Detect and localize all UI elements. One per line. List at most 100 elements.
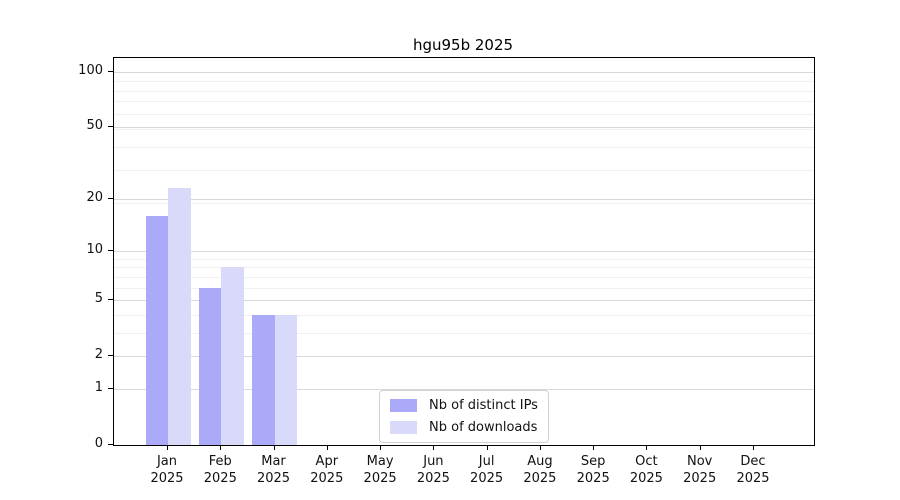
bar-nb-of-distinct-ips-jan	[145, 215, 168, 445]
x-tick-month: Nov	[687, 454, 713, 469]
legend: Nb of distinct IPs Nb of downloads	[379, 390, 549, 443]
gridline-minor	[114, 276, 814, 278]
gridline-minor	[114, 202, 814, 204]
x-tick-year: 2025	[150, 471, 184, 486]
gridline-major	[114, 126, 814, 128]
y-tick-label: 20	[86, 189, 103, 205]
x-tick-year: 2025	[470, 471, 504, 486]
x-tick-mark	[167, 445, 168, 450]
x-tick-month: Sep	[580, 454, 606, 469]
x-tick-year: 2025	[203, 471, 237, 486]
x-tick-month: Aug	[527, 454, 553, 469]
y-tick-mark	[108, 250, 113, 251]
legend-item-downloads: Nb of downloads	[390, 420, 538, 435]
y-tick-label: 50	[86, 117, 103, 133]
y-tick-mark	[108, 197, 113, 199]
x-tick-year: 2025	[629, 471, 663, 486]
gridline-minor	[114, 169, 814, 171]
gridline-major	[114, 300, 814, 301]
x-tick-label-jun: Jun 2025	[401, 453, 465, 487]
gridline-minor	[114, 146, 814, 148]
x-tick-month: May	[366, 454, 394, 469]
x-tick-mark	[753, 445, 754, 450]
x-tick-month: Mar	[261, 454, 286, 469]
legend-item-distinct-ips: Nb of distinct IPs	[390, 398, 538, 413]
y-tick-label: 0	[94, 436, 103, 451]
legend-swatch-downloads	[390, 421, 417, 434]
x-tick-year: 2025	[683, 471, 717, 486]
bar-nb-of-downloads-mar	[274, 314, 297, 445]
bar-nb-of-distinct-ips-feb	[198, 287, 222, 445]
gridline-major	[114, 388, 814, 390]
x-tick-month: Oct	[635, 454, 658, 469]
x-tick-year: 2025	[736, 471, 770, 486]
x-tick-mark	[486, 445, 488, 450]
x-tick-month: Jul	[478, 454, 495, 469]
x-tick-year: 2025	[416, 471, 450, 486]
gridline-minor	[114, 314, 814, 316]
x-tick-mark	[380, 445, 382, 450]
y-tick-mark	[108, 125, 113, 127]
gridline-major	[114, 71, 814, 73]
x-tick-label-may: May 2025	[348, 453, 412, 487]
x-tick-mark	[433, 445, 435, 450]
y-tick-mark	[108, 387, 113, 389]
gridline-minor	[114, 72, 814, 74]
x-tick-month: Dec	[740, 454, 766, 469]
x-tick-label-aug: Aug 2025	[508, 453, 572, 487]
x-tick-month: Feb	[208, 454, 232, 469]
x-tick-year: 2025	[310, 471, 344, 486]
bar-nb-of-distinct-ips-mar	[252, 314, 275, 445]
y-tick-label: 2	[94, 347, 103, 363]
x-tick-month: Jun	[423, 454, 444, 469]
gridline-major	[114, 251, 814, 252]
y-tick-label: 1	[94, 379, 103, 395]
x-tick-mark	[646, 445, 648, 450]
gridline-minor	[114, 267, 814, 269]
x-tick-month: Apr	[315, 454, 339, 469]
legend-label-downloads: Nb of downloads	[429, 420, 538, 435]
gridline-minor	[114, 258, 814, 260]
chart-title: hgu95b 2025	[412, 36, 514, 54]
x-tick-label-apr: Apr 2025	[295, 453, 359, 487]
x-tick-mark	[539, 445, 541, 450]
y-tick-label: 100	[78, 62, 103, 78]
y-tick-label: 10	[86, 242, 103, 257]
x-tick-month: Jan	[156, 454, 178, 469]
x-tick-mark	[220, 445, 222, 450]
bar-nb-of-downloads-feb	[221, 267, 244, 445]
gridline-minor	[114, 80, 814, 82]
y-tick-mark	[108, 299, 113, 300]
x-tick-label-sep: Sep 2025	[561, 453, 625, 487]
plot-area: Nb of distinct IPs Nb of downloads	[113, 57, 815, 446]
x-tick-label-nov: Nov 2025	[668, 453, 732, 487]
y-tick-mark	[108, 70, 113, 72]
gridline-minor	[114, 287, 814, 289]
gridline-minor	[114, 332, 814, 334]
x-tick-mark	[273, 445, 275, 450]
x-tick-year: 2025	[256, 471, 291, 486]
y-tick-mark	[108, 355, 113, 357]
x-tick-year: 2025	[576, 471, 610, 486]
bar-nb-of-downloads-jan	[168, 187, 191, 445]
x-tick-mark	[326, 445, 328, 450]
x-tick-label-jan: Jan 2025	[135, 453, 199, 487]
x-tick-label-feb: Feb 2025	[188, 453, 252, 487]
gridline-major	[114, 356, 814, 358]
x-tick-label-oct: Oct 2025	[614, 453, 678, 487]
x-tick-mark	[699, 445, 701, 450]
gridline-minor	[114, 101, 814, 103]
legend-label-distinct-ips: Nb of distinct IPs	[429, 398, 538, 413]
x-tick-year: 2025	[523, 471, 557, 486]
gridline-minor	[114, 113, 814, 115]
x-tick-mark	[593, 445, 595, 450]
x-tick-label-mar: Mar 2025	[242, 453, 306, 487]
y-tick-label: 5	[94, 291, 103, 306]
legend-swatch-distinct-ips	[390, 399, 417, 412]
gridline-minor	[114, 128, 814, 130]
gridline-minor	[114, 90, 814, 92]
x-tick-label-dec: Dec 2025	[721, 453, 785, 487]
x-tick-label-jul: Jul 2025	[455, 453, 519, 487]
x-tick-year: 2025	[363, 471, 397, 486]
